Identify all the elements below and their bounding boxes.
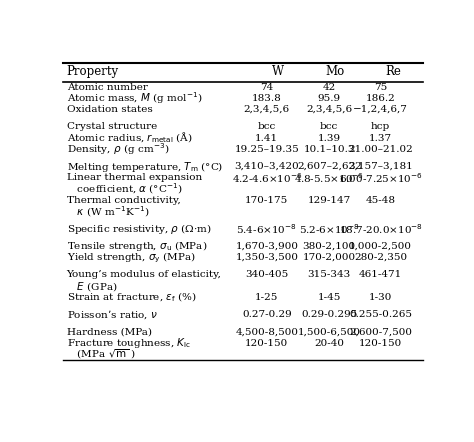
Text: Re: Re (386, 65, 401, 78)
Text: 95.9: 95.9 (318, 94, 341, 103)
Text: −1,2,4,6,7: −1,2,4,6,7 (353, 105, 408, 114)
Text: 3,410–3,420: 3,410–3,420 (235, 162, 299, 171)
Text: coefficient, $\alpha$ (°C$^{-1}$): coefficient, $\alpha$ (°C$^{-1}$) (66, 182, 182, 197)
Text: Atomic mass, $M$ (g mol$^{-1}$): Atomic mass, $M$ (g mol$^{-1}$) (66, 90, 202, 106)
Text: 170-2,000: 170-2,000 (303, 253, 356, 262)
Text: $E$ (GPa): $E$ (GPa) (66, 280, 117, 293)
Text: 1.39: 1.39 (318, 133, 341, 143)
Text: Oxidation states: Oxidation states (66, 105, 152, 114)
Text: 461-471: 461-471 (359, 271, 402, 279)
Text: 183.8: 183.8 (252, 94, 282, 103)
Text: 5.4-6×10$^{-8}$: 5.4-6×10$^{-8}$ (237, 222, 297, 236)
Text: Melting temperature, $T_{\mathrm{m}}$ (°C): Melting temperature, $T_{\mathrm{m}}$ (°… (66, 160, 223, 174)
Text: Young’s modulus of elasticity,: Young’s modulus of elasticity, (66, 271, 221, 279)
Text: 0.29-0.295: 0.29-0.295 (301, 310, 357, 319)
Text: Specific resistivity, $\rho$ (Ω·m): Specific resistivity, $\rho$ (Ω·m) (66, 222, 211, 236)
Text: 42: 42 (323, 83, 336, 91)
Text: 380-2,100: 380-2,100 (303, 242, 356, 251)
Text: 20-40: 20-40 (314, 339, 344, 348)
Text: 19.25–19.35: 19.25–19.35 (235, 145, 299, 154)
Text: Poisson’s ratio, $\nu$: Poisson’s ratio, $\nu$ (66, 309, 158, 321)
Text: 120-150: 120-150 (359, 339, 402, 348)
Text: Property: Property (66, 65, 118, 78)
Text: 0.255-0.265: 0.255-0.265 (349, 310, 412, 319)
Text: Mo: Mo (325, 65, 345, 78)
Text: Atomic radius, $r_{\mathrm{metal}}$ (Å): Atomic radius, $r_{\mathrm{metal}}$ (Å) (66, 131, 192, 145)
Text: 1,670-3,900: 1,670-3,900 (235, 242, 298, 251)
Text: 3,157–3,181: 3,157–3,181 (348, 162, 413, 171)
Text: Hardness (MPa): Hardness (MPa) (66, 328, 152, 336)
Text: 1,350-3,500: 1,350-3,500 (235, 253, 298, 262)
Text: W: W (272, 65, 284, 78)
Text: 74: 74 (260, 83, 273, 91)
Text: 2,3,4,5,6: 2,3,4,5,6 (244, 105, 290, 114)
Text: 4,500-8,500: 4,500-8,500 (235, 328, 298, 336)
Text: Yield strength, $\sigma_{\mathrm{y}}$ (MPa): Yield strength, $\sigma_{\mathrm{y}}$ (M… (66, 250, 195, 265)
Text: 1-30: 1-30 (369, 293, 392, 302)
Text: 186.2: 186.2 (366, 94, 396, 103)
Text: 2,600-7,500: 2,600-7,500 (349, 328, 412, 336)
Text: 5.2-6×10$^{-8}$: 5.2-6×10$^{-8}$ (299, 222, 360, 236)
Text: 4.8-5.5×10$^{-6}$: 4.8-5.5×10$^{-6}$ (294, 171, 365, 185)
Text: 340-405: 340-405 (245, 271, 288, 279)
Text: 6.00-7.25×10$^{-6}$: 6.00-7.25×10$^{-6}$ (339, 171, 422, 185)
Text: Density, $\rho$ (g cm$^{-3}$): Density, $\rho$ (g cm$^{-3}$) (66, 141, 169, 157)
Text: 1.37: 1.37 (369, 133, 392, 143)
Text: Tensile strength, $\sigma_{\mathrm{u}}$ (MPa): Tensile strength, $\sigma_{\mathrm{u}}$ … (66, 239, 207, 253)
Text: Atomic number: Atomic number (66, 83, 147, 91)
Text: Thermal conductivity,: Thermal conductivity, (66, 196, 180, 205)
Text: $\kappa$ (W m$^{-1}$K$^{-1}$): $\kappa$ (W m$^{-1}$K$^{-1}$) (66, 204, 149, 219)
Text: 1,000-2,500: 1,000-2,500 (349, 242, 412, 251)
Text: 129-147: 129-147 (308, 196, 351, 205)
Text: 4.2-4.6×10$^{-6}$: 4.2-4.6×10$^{-6}$ (232, 171, 302, 185)
Text: hcp: hcp (371, 122, 390, 131)
Text: 1.41: 1.41 (255, 133, 278, 143)
Text: 1-25: 1-25 (255, 293, 279, 302)
Text: Linear thermal expansion: Linear thermal expansion (66, 173, 202, 183)
Text: 1,500-6,500: 1,500-6,500 (298, 328, 361, 336)
Text: 10.1–10.3: 10.1–10.3 (303, 145, 355, 154)
Text: 45-48: 45-48 (365, 196, 396, 205)
Text: 170-175: 170-175 (245, 196, 288, 205)
Text: 120-150: 120-150 (245, 339, 288, 348)
Text: 280-2,350: 280-2,350 (354, 253, 407, 262)
Text: 315-343: 315-343 (308, 271, 351, 279)
Text: 18.7-20.0×10$^{-8}$: 18.7-20.0×10$^{-8}$ (339, 222, 423, 236)
Text: 75: 75 (374, 83, 387, 91)
Text: Strain at fracture, $\varepsilon_{\mathrm{f}}$ (%): Strain at fracture, $\varepsilon_{\mathr… (66, 290, 196, 304)
Text: bcc: bcc (258, 122, 276, 131)
Text: 2,607–2,622: 2,607–2,622 (297, 162, 362, 171)
Text: 1-45: 1-45 (318, 293, 341, 302)
Text: 0.27-0.29: 0.27-0.29 (242, 310, 292, 319)
Text: Crystal structure: Crystal structure (66, 122, 157, 131)
Text: bcc: bcc (320, 122, 338, 131)
Text: 2,3,4,5,6: 2,3,4,5,6 (306, 105, 352, 114)
Text: (MPa $\sqrt{\mathrm{m}}$ ): (MPa $\sqrt{\mathrm{m}}$ ) (66, 348, 136, 361)
Text: 21.00–21.02: 21.00–21.02 (348, 145, 413, 154)
Text: Fracture toughness, $K_{\mathrm{lc}}$: Fracture toughness, $K_{\mathrm{lc}}$ (66, 336, 191, 351)
